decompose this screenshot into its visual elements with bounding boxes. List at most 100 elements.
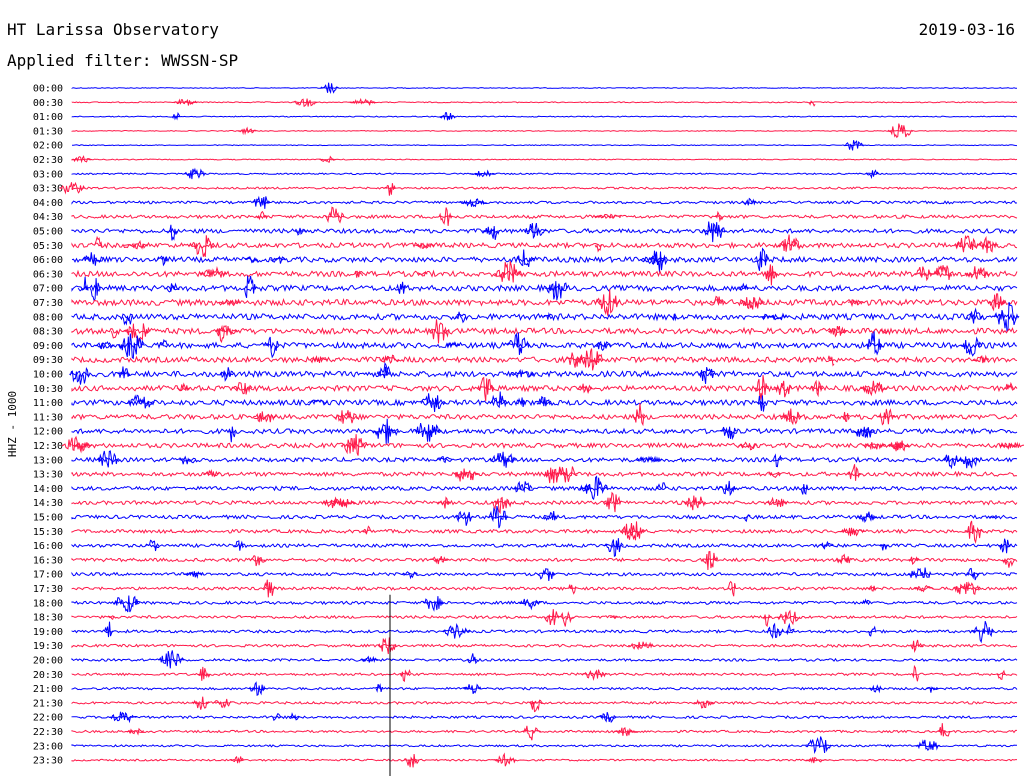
row-time-label: 17:30 [33,584,63,595]
trace-burst [953,581,981,596]
trace-burst [124,240,149,250]
trace-burst [253,411,277,423]
trace-burst [482,226,495,235]
trace-burst [714,210,724,223]
trace-burst [243,275,257,299]
trace-burst [288,712,300,721]
row-time-label: 07:00 [33,284,63,295]
trace-burst [609,614,620,620]
trace-burst [543,609,560,626]
row-time-label: 16:00 [33,541,63,552]
row-time-label: 15:00 [33,513,63,524]
trace-burst [860,380,888,397]
trace-line [71,341,1018,350]
trace-line [71,269,1018,279]
trace-line [71,255,1018,264]
trace-burst [997,299,1006,306]
trace-burst [844,140,864,151]
trace-line [71,729,1017,734]
trace-burst [576,383,593,395]
trace-line [71,456,1018,463]
trace-burst [594,213,622,219]
trace-line [71,186,1018,190]
trace-burst [230,755,245,764]
trace-burst [698,367,715,384]
row-time-label: 00:30 [33,98,63,109]
trace-burst [958,456,980,469]
trace-burst [191,696,210,710]
trace-burst [459,198,487,208]
trace-burst [777,234,802,252]
row-time-label: 06:30 [33,269,63,280]
trace-line [71,241,1018,250]
trace-burst [453,468,468,482]
trace-burst [438,207,453,226]
trace-burst [396,281,406,294]
trace-burst [420,393,446,413]
trace-burst [376,362,391,377]
trace-burst [215,324,238,336]
row-time-label: 18:00 [33,598,63,609]
trace-line [71,744,1018,748]
trace-burst [81,252,104,266]
trace-burst [808,100,816,107]
trace-burst [911,664,919,682]
trace-burst [888,440,910,452]
trace-line [71,312,1018,322]
trace-burst [524,222,547,240]
row-time-label: 12:30 [33,441,63,452]
trace-burst [145,539,160,552]
trace-line [71,686,1018,691]
trace-burst [292,98,318,108]
trace-burst [462,683,482,694]
row-time-label: 14:30 [33,498,63,509]
trace-line [71,297,1018,307]
trace-burst [270,255,286,264]
trace-burst [993,302,1020,333]
trace-burst [614,727,639,737]
trace-burst [568,584,577,595]
trace-burst [943,454,960,470]
trace-burst [372,418,399,444]
trace-burst [156,255,168,267]
trace-burst [655,482,667,490]
trace-burst [238,126,257,136]
trace-burst [908,556,920,566]
trace-line [71,384,1018,393]
trace-line [71,700,1018,705]
trace-burst [620,521,645,541]
row-time-label: 08:00 [33,312,63,323]
trace-burst [785,622,795,636]
trace-line [71,355,1018,364]
trace-burst [693,699,715,709]
row-time-label: 05:00 [33,227,63,238]
trace-burst [537,568,556,581]
trace-burst [294,227,307,236]
trace-burst [158,650,185,669]
trace-burst [543,311,553,320]
trace-burst [414,422,442,442]
row-time-label: 12:00 [33,427,63,438]
trace-burst [71,155,92,164]
trace-line [71,427,1018,435]
row-time-label: 18:30 [33,613,63,624]
trace-burst [768,471,781,478]
trace-burst [256,210,268,221]
trace-burst [248,681,266,696]
trace-burst [596,712,617,724]
trace-burst [361,655,379,663]
trace-line [71,528,1018,535]
row-time-label: 21:30 [33,698,63,709]
trace-burst [810,379,824,398]
row-time-label: 11:30 [33,412,63,423]
trace-burst [333,410,359,424]
trace-line [71,283,1018,293]
trace-burst [515,397,526,407]
trace-burst [818,540,834,550]
trace-burst [998,538,1011,554]
row-time-label: 00:00 [33,84,63,95]
row-time-label: 22:30 [33,727,63,738]
row-time-label: 09:30 [33,355,63,366]
trace-burst [555,466,578,483]
